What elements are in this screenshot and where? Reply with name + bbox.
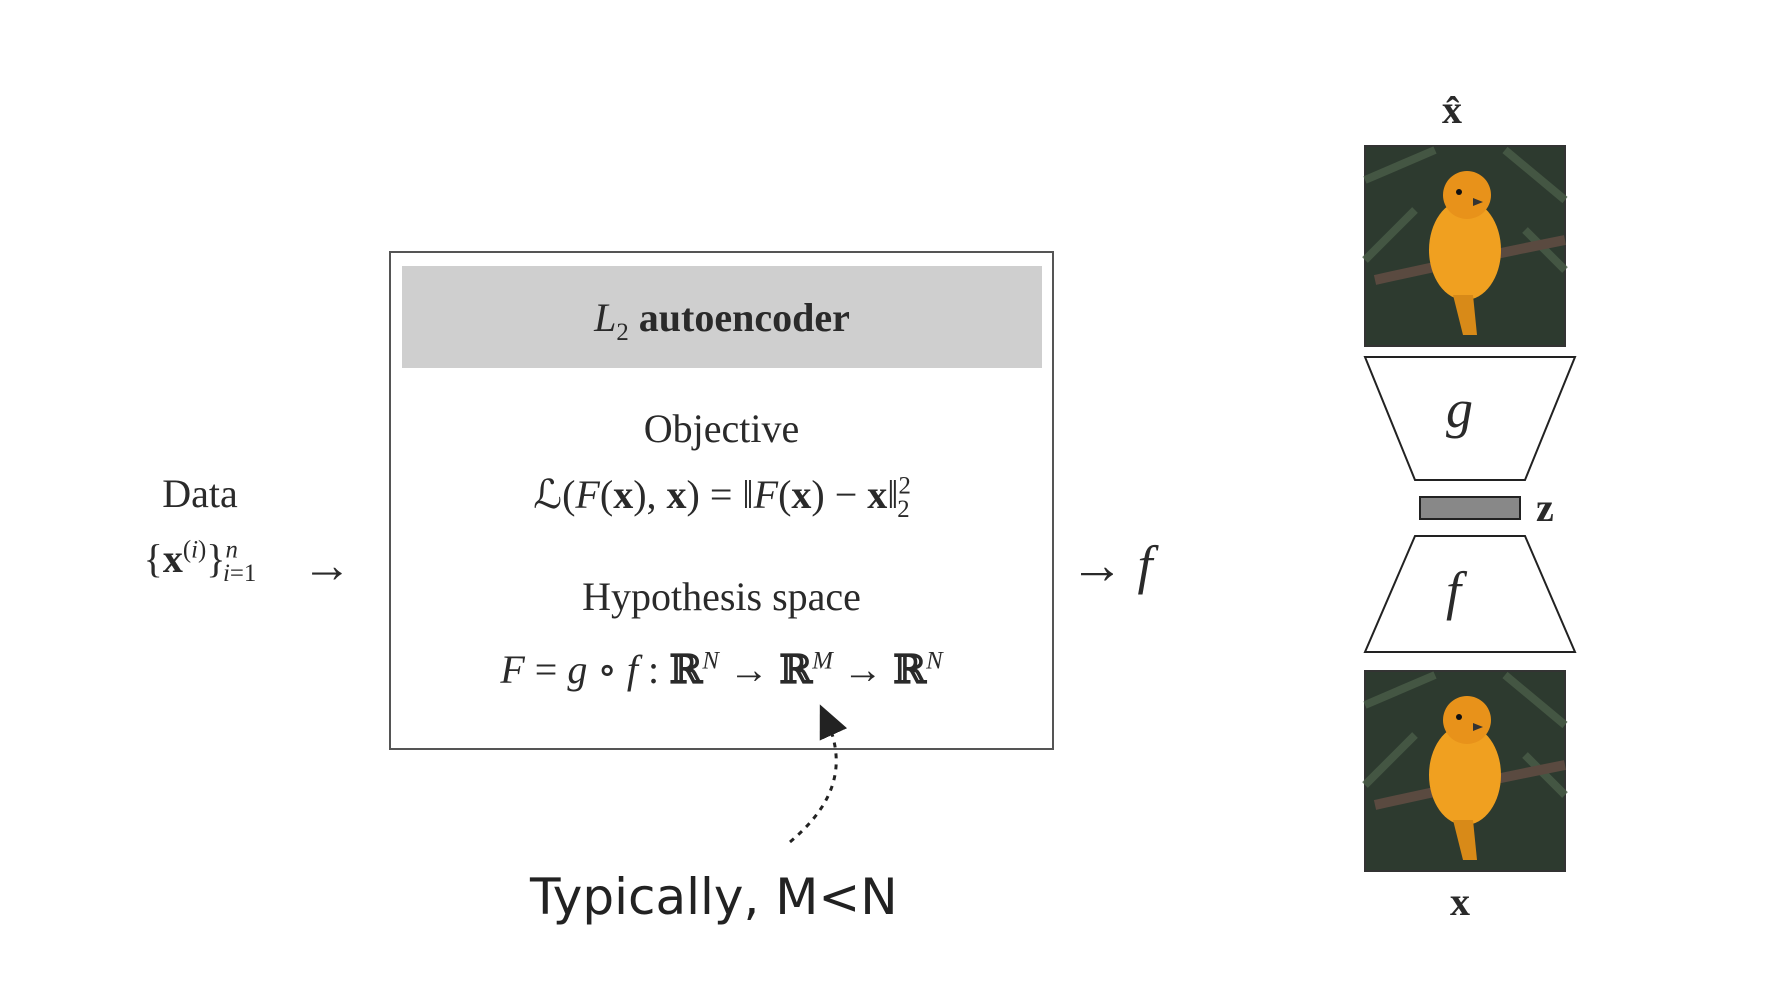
encoder-label: f <box>1446 561 1462 621</box>
autoencoder-box: L2 autoencoder Objective ℒ(F(x), x) = ‖F… <box>389 251 1054 750</box>
output-label: x̂ <box>1442 87 1462 132</box>
input-image <box>1362 670 1568 872</box>
typically-note: Typically, M<N <box>530 868 898 926</box>
code-label: z <box>1536 485 1554 530</box>
output-image <box>1362 145 1568 347</box>
data-title: Data <box>162 471 238 516</box>
objective-label: Objective <box>643 406 800 451</box>
input-arrow: → <box>302 537 352 593</box>
decoder-label: g <box>1446 379 1473 439</box>
data-set: {x(i)}ni=1 <box>143 536 257 587</box>
decoder-trapezoid <box>1363 356 1577 481</box>
dotted-arrow <box>789 704 848 844</box>
network-shapes <box>1363 356 1577 653</box>
input-label: x <box>1450 879 1470 924</box>
hypothesis-label: Hypothesis space <box>582 574 861 619</box>
output-arrow: → f <box>1070 535 1153 595</box>
code-bar <box>1419 496 1521 520</box>
objective-formula: ℒ(F(x), x) = ‖F(x) − x‖22 <box>533 472 911 523</box>
hypothesis-formula: F = g ∘ f : ℝN → ℝM → ℝN <box>500 646 943 693</box>
box-title: L2 autoencoder <box>402 266 1042 368</box>
encoder-trapezoid <box>1363 535 1577 653</box>
data-block: Data {x(i)}ni=1 <box>100 470 300 587</box>
